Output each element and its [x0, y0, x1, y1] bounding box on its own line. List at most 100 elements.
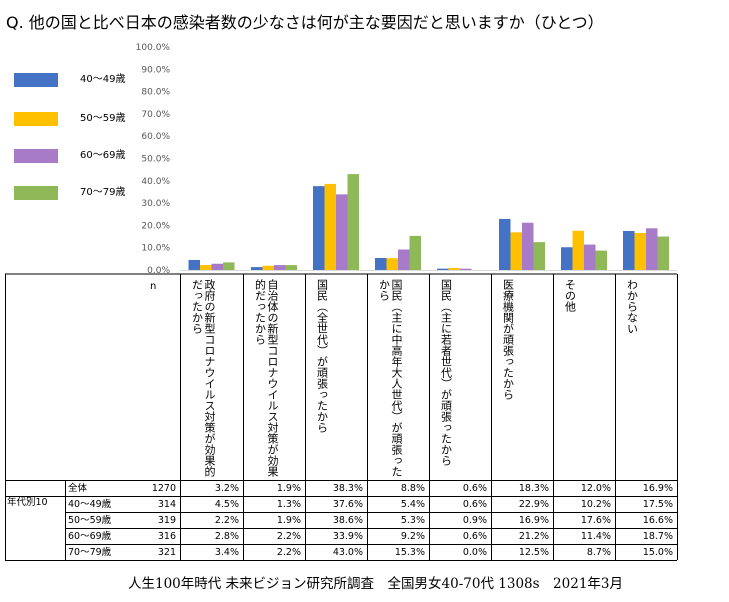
- value-cell: 16.9%: [518, 515, 549, 526]
- column-header: 医療機関が頑張ったから: [501, 279, 515, 400]
- value-cell: 16.6%: [642, 515, 673, 526]
- value-cell: 38.6%: [332, 515, 363, 526]
- value-cell: 38.3%: [332, 483, 363, 494]
- column-header: 国民（主に若者世代）が頑張ったから: [439, 279, 453, 466]
- value-cell: 1.3%: [276, 499, 301, 510]
- legend-swatch: [14, 73, 58, 87]
- value-cell: 5.4%: [400, 499, 425, 510]
- bar-7-series-1: [561, 247, 573, 270]
- bar-1-series-3: [211, 263, 223, 270]
- value-cell: 3.4%: [214, 547, 239, 558]
- column-header: その他: [563, 279, 577, 312]
- value-cell: 0.9%: [462, 515, 487, 526]
- bar-3-series-1: [313, 186, 325, 270]
- value-cell: 8.8%: [400, 483, 425, 494]
- value-cell: 11.4%: [580, 531, 611, 542]
- value-cell: 12.5%: [518, 547, 549, 558]
- column-header: 自治体の新型コロナウイルス対策が効果的だったから: [253, 279, 280, 477]
- value-cell: 43.0%: [332, 547, 363, 558]
- value-cell: 17.5%: [642, 499, 673, 510]
- value-cell: 18.3%: [518, 483, 549, 494]
- value-cell: 22.9%: [518, 499, 549, 510]
- bar-6-series-4: [533, 242, 545, 270]
- n-cell: 314: [157, 499, 176, 510]
- bar-5-series-3: [460, 268, 472, 270]
- y-tick-label: 100.0%: [136, 43, 171, 53]
- row-label: 40〜49歳: [68, 499, 112, 510]
- value-cell: 1.9%: [276, 483, 301, 494]
- column-header: 国民（主に中高年大人世代）が頑張ったから: [377, 279, 404, 477]
- y-tick-label: 10.0%: [141, 244, 170, 254]
- n-cell: 316: [157, 531, 176, 542]
- bar-3-series-3: [336, 194, 348, 270]
- value-cell: 5.3%: [400, 515, 425, 526]
- bar-6-series-2: [510, 232, 522, 270]
- column-header: 国民（全世代）が頑張ったから: [315, 279, 329, 433]
- legend-swatch: [14, 112, 58, 126]
- value-cell: 0.0%: [462, 547, 487, 558]
- value-cell: 15.3%: [394, 547, 425, 558]
- legend-label: 40～49歳: [80, 74, 126, 85]
- value-cell: 0.6%: [462, 499, 487, 510]
- bar-4-series-1: [375, 257, 387, 270]
- value-cell: 17.6%: [580, 515, 611, 526]
- bar-2-series-3: [274, 265, 286, 270]
- bar-3-series-4: [347, 174, 359, 270]
- bar-8-series-2: [634, 232, 646, 270]
- value-cell: 0.6%: [462, 483, 487, 494]
- bar-2-series-4: [285, 265, 297, 270]
- bar-5-series-2: [448, 267, 460, 270]
- column-header: わからない: [625, 279, 639, 334]
- value-cell: 15.0%: [642, 547, 673, 558]
- legend-label: 50～59歳: [80, 113, 126, 124]
- value-cell: 2.2%: [214, 515, 239, 526]
- n-cell: 321: [157, 547, 176, 558]
- n-cell: 319: [157, 515, 176, 526]
- n-cell: 1270: [151, 483, 176, 494]
- bar-8-series-3: [646, 228, 658, 270]
- bar-1-series-1: [188, 259, 200, 270]
- y-tick-label: 80.0%: [141, 88, 170, 98]
- bar-8-series-1: [623, 230, 635, 270]
- value-cell: 1.9%: [276, 515, 301, 526]
- legend-label: 60～69歳: [80, 150, 126, 161]
- value-cell: 12.0%: [580, 483, 611, 494]
- row-label: 50〜59歳: [68, 515, 112, 526]
- source-footer: 人生100年時代 未来ビジョン研究所調査 全国男女40-70代 1308s 20…: [128, 576, 623, 592]
- value-cell: 16.9%: [642, 483, 673, 494]
- bar-6-series-1: [499, 218, 511, 270]
- group-label: 年代別10: [7, 497, 48, 508]
- bar-1-series-4: [223, 262, 235, 270]
- bar-4-series-4: [409, 235, 421, 270]
- bar-2-series-2: [262, 265, 274, 270]
- value-cell: 0.6%: [462, 531, 487, 542]
- legend-label: 70～79歳: [80, 187, 126, 198]
- value-cell: 2.2%: [276, 531, 301, 542]
- y-tick-label: 60.0%: [141, 132, 170, 142]
- value-cell: 2.2%: [276, 547, 301, 558]
- bar-5-series-1: [437, 268, 449, 270]
- chart-title: Q. 他の国と比べ日本の感染者数の少なさは何が主な要因だと思いますか（ひとつ）: [6, 13, 604, 32]
- bar-8-series-4: [657, 236, 669, 270]
- y-tick-label: 70.0%: [141, 110, 170, 120]
- y-tick-label: 0.0%: [147, 266, 170, 276]
- bar-7-series-4: [595, 250, 607, 270]
- bar-4-series-2: [386, 258, 398, 270]
- bar-1-series-2: [200, 265, 212, 270]
- row-label: 60〜69歳: [68, 531, 112, 542]
- bar-6-series-3: [522, 222, 534, 270]
- value-cell: 33.9%: [332, 531, 363, 542]
- value-cell: 2.8%: [214, 531, 239, 542]
- row-label: 70〜79歳: [68, 547, 112, 558]
- value-cell: 3.2%: [214, 483, 239, 494]
- value-cell: 4.5%: [214, 499, 239, 510]
- legend-swatch: [14, 149, 58, 163]
- value-cell: 10.2%: [580, 499, 611, 510]
- bar-2-series-1: [251, 267, 263, 270]
- n-column-header: n: [150, 281, 157, 292]
- value-cell: 21.2%: [518, 531, 549, 542]
- bar-3-series-2: [324, 183, 336, 270]
- y-tick-label: 90.0%: [141, 65, 170, 75]
